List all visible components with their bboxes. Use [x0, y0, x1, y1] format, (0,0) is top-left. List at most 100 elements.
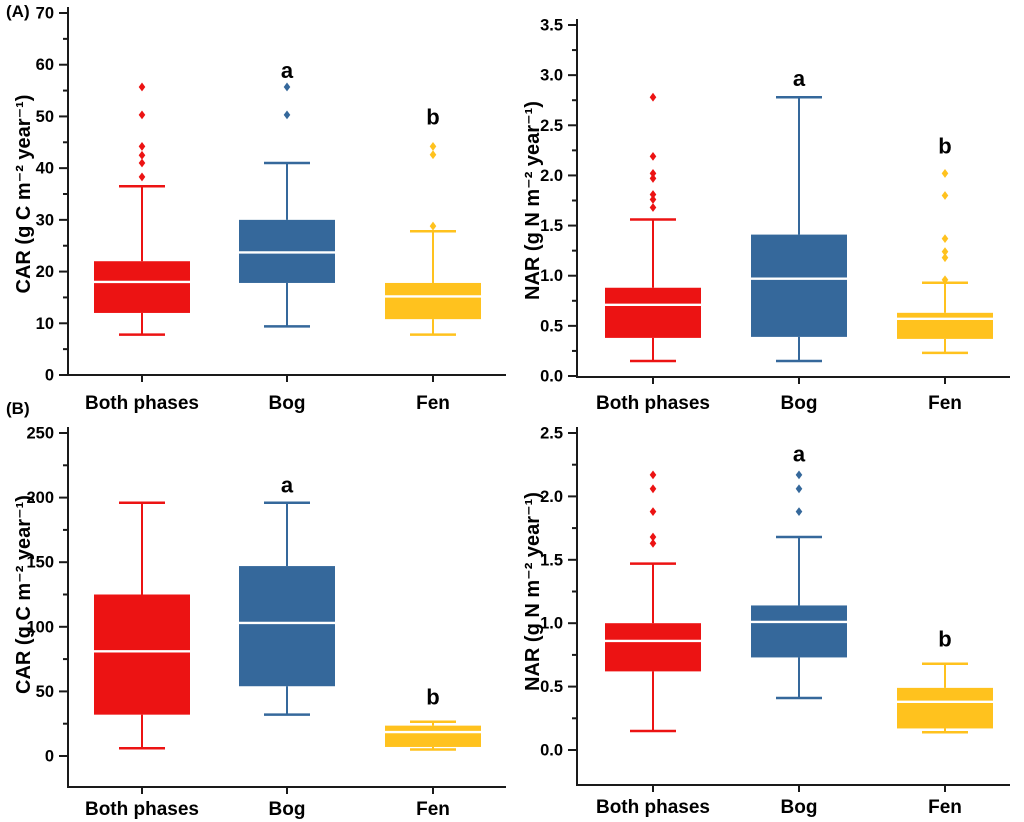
outlier-marker [138, 150, 146, 160]
outlier-marker [941, 253, 949, 263]
outlier-marker [649, 169, 657, 178]
chart-nar-upper: 0.0 0.5 1.0 1.5 2.0 2.5 3.0 3.5 NAR (g N m⁻² yea… [522, 17, 1010, 414]
y-tick-label: 1.5 [540, 217, 563, 235]
y-axis-title: CAR (g C m⁻² year⁻¹) [13, 495, 35, 694]
outlier-marker [941, 275, 949, 285]
y-tick-label: 2.0 [540, 167, 563, 185]
y-tick-label: 2.5 [540, 117, 563, 135]
y-tick-label: 30 [36, 211, 54, 229]
y-tick-label: 0 [45, 367, 54, 385]
boxplot-fen: b [385, 104, 481, 336]
outlier-marker [649, 484, 657, 494]
outlier-marker [138, 158, 146, 168]
y-tick-label: 1.0 [540, 615, 563, 633]
y-tick-label: 3.0 [540, 67, 563, 85]
y-tick-label: 0.5 [540, 678, 563, 696]
y-tick-label: 40 [36, 160, 54, 178]
chart-nar-lower: 0.0 0.5 1.0 1.5 2.0 2.5 NAR (g N m⁻² year⁻¹) Bo… [522, 425, 1010, 818]
outlier-marker [649, 507, 657, 517]
x-category-label: Fen [928, 393, 962, 414]
outlier-marker [649, 174, 657, 183]
x-category-label: Both phases [596, 393, 710, 414]
iqr-box [751, 234, 847, 337]
y-tick-label: 250 [26, 425, 54, 443]
y-axis-title: CAR (g C m⁻² year⁻¹) [13, 95, 35, 294]
significance-letter: b [426, 685, 439, 710]
boxplot-fen: b [897, 133, 993, 355]
y-tick-label: 20 [36, 263, 54, 281]
boxplot-bog: a [239, 473, 335, 716]
y-tick-label: 50 [36, 108, 54, 126]
outlier-marker [795, 507, 803, 517]
outlier-marker [941, 169, 949, 178]
iqr-box [897, 312, 993, 339]
boxplot-both-phases [94, 82, 190, 336]
outlier-marker [138, 142, 146, 151]
outlier-marker [138, 110, 146, 120]
boxplot-both-phases [94, 501, 190, 750]
y-axis-title: NAR (g N m⁻² year⁻¹) [522, 492, 544, 691]
outlier-marker [138, 82, 146, 92]
outlier-marker [138, 172, 146, 182]
chart-car-upper: 0 10 20 30 40 50 60 70 CAR (g C m⁻² year⁻¹) Both … [13, 5, 506, 414]
boxplot-fen: b [385, 685, 481, 751]
significance-letter: a [281, 58, 294, 83]
outlier-marker [649, 195, 657, 204]
y-tick-label: 100 [26, 618, 54, 636]
outlier-marker [649, 203, 657, 212]
outlier-marker [283, 110, 291, 120]
outlier-marker [649, 190, 657, 199]
x-category-label: Fen [928, 797, 962, 818]
outlier-marker [649, 151, 657, 161]
outlier-marker [649, 532, 657, 542]
x-category-label: Both phases [596, 797, 710, 818]
boxplot-bog: a [751, 441, 847, 700]
y-tick-label: 150 [26, 554, 54, 572]
significance-letter: a [281, 473, 294, 498]
iqr-box [605, 623, 701, 672]
x-category-label: Fen [416, 799, 450, 820]
iqr-box [94, 594, 190, 715]
outlier-marker [649, 92, 657, 102]
y-tick-label: 0.5 [540, 317, 563, 335]
boxplot-fen: b [897, 626, 993, 734]
x-category-label: Bog [781, 393, 818, 414]
x-category-label: Both phases [85, 799, 199, 820]
significance-letter: b [938, 626, 951, 651]
panel-label-b: (B) [6, 399, 30, 418]
y-tick-label: 3.5 [540, 17, 563, 35]
y-tick-label: 0.0 [540, 368, 563, 386]
outlier-marker [429, 221, 437, 231]
significance-letter: a [793, 441, 806, 466]
panel-label-a: (A) [6, 2, 30, 21]
outlier-marker [941, 247, 949, 257]
significance-letter: b [426, 104, 439, 129]
y-axis-title: NAR (g N m⁻² year⁻¹) [522, 101, 544, 300]
boxplot-both-phases [605, 92, 701, 363]
y-tick-label: 200 [26, 489, 54, 507]
chart-car-lower: 0 50 100 150 200 250 CAR (g C m⁻² year⁻¹) Both … [13, 425, 506, 820]
boxplot-bog: a [239, 58, 335, 328]
x-category-label: Bog [269, 799, 306, 820]
outlier-marker [941, 234, 949, 244]
y-tick-label: 1.5 [540, 551, 563, 569]
x-category-label: Bog [781, 797, 818, 818]
iqr-box [897, 687, 993, 729]
iqr-box [385, 725, 481, 747]
y-tick-label: 60 [36, 56, 54, 74]
y-tick-label: 0 [45, 748, 54, 766]
boxplot-bog: a [751, 66, 847, 363]
iqr-box [385, 282, 481, 320]
y-tick-label: 2.0 [540, 488, 563, 506]
y-tick-label: 2.5 [540, 425, 563, 443]
outlier-marker [795, 470, 803, 480]
iqr-box [751, 605, 847, 658]
x-category-label: Fen [416, 393, 450, 414]
iqr-box [605, 287, 701, 338]
y-tick-label: 1.0 [540, 267, 563, 285]
x-category-label: Both phases [85, 393, 199, 414]
outlier-marker [941, 191, 949, 200]
x-category-label: Bog [269, 393, 306, 414]
